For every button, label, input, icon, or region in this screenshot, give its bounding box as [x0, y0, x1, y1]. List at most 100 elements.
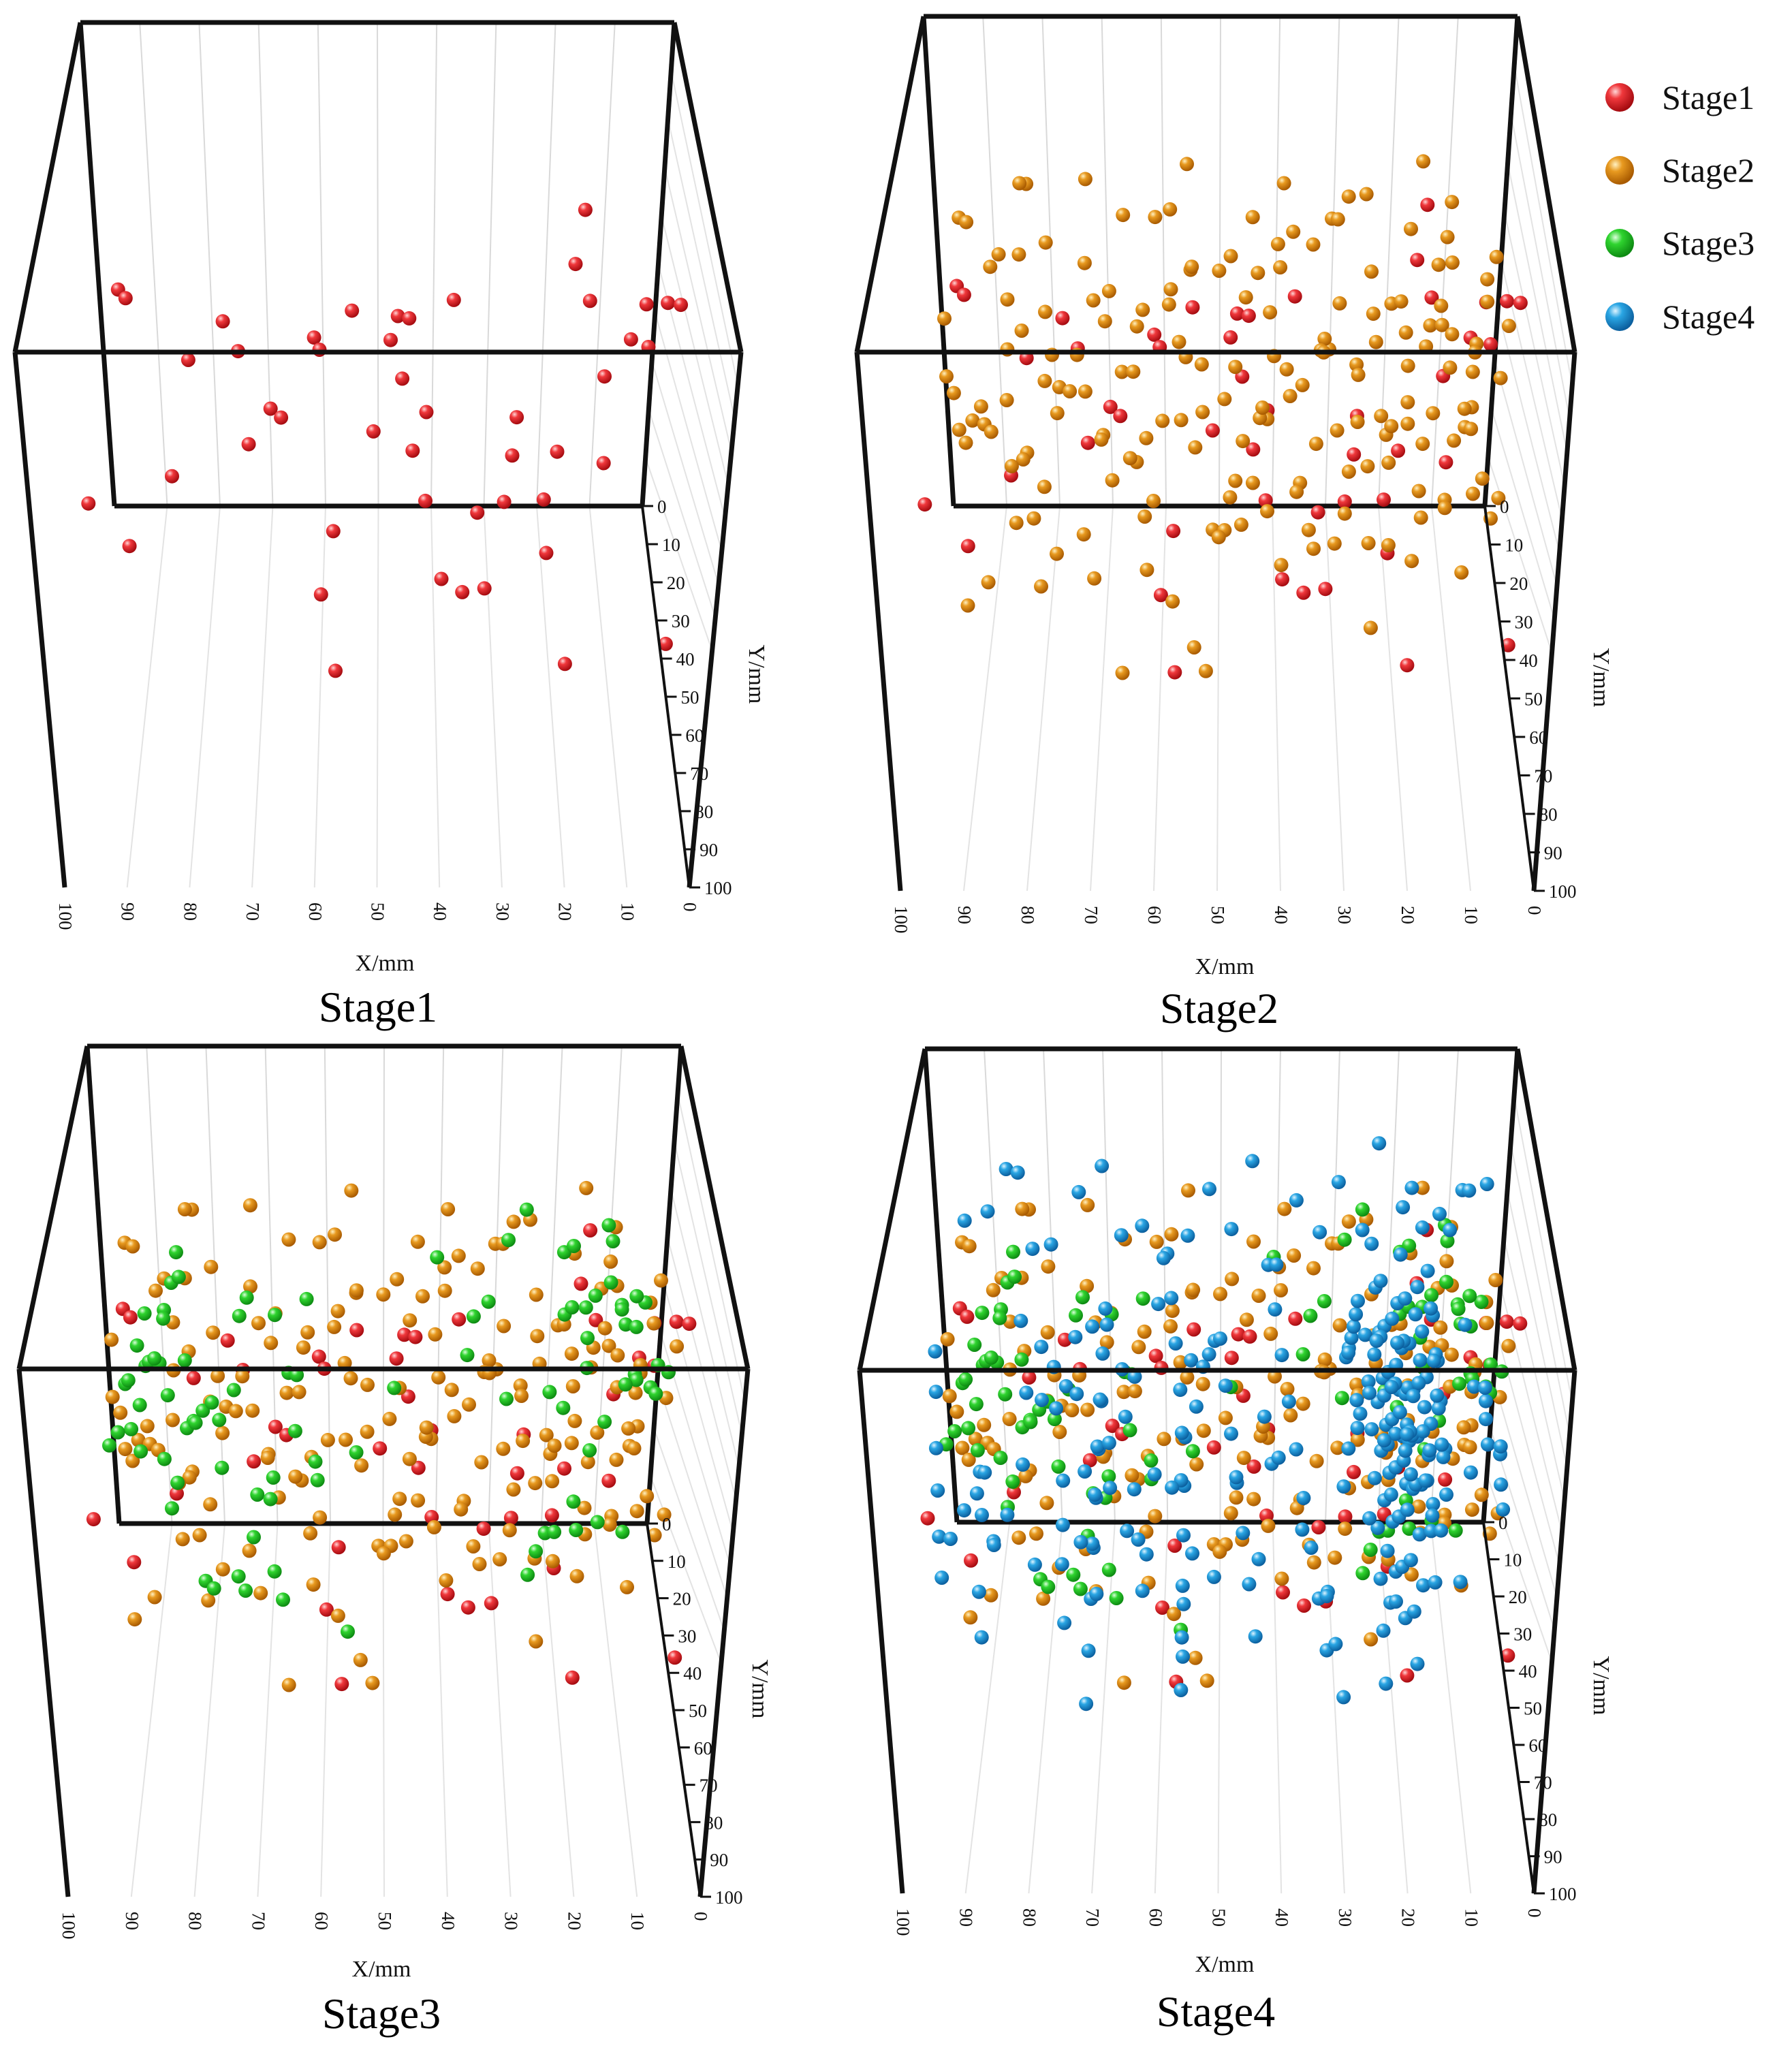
panel-stage4-point-stage2-11 — [1036, 1591, 1051, 1606]
panel-stage4-point-stage4-248 — [1389, 1594, 1403, 1609]
panel-stage4-point-stage4-54 — [1168, 1336, 1183, 1351]
panel-stage4-point-stage4-212 — [1202, 1182, 1216, 1197]
panel-stage3-point-stage2-179 — [502, 1523, 517, 1538]
panel-stage4-y-tick-50: 50 — [1524, 1699, 1542, 1719]
panel-stage4-point-stage4-166 — [1408, 1307, 1423, 1322]
panel-stage3-point-stage2-11 — [201, 1593, 216, 1608]
panel-stage2-point-stage2-126 — [1330, 423, 1345, 438]
panel-stage3-point-stage3-55 — [565, 1300, 580, 1314]
panel-stage2-edge-front-left — [854, 351, 903, 892]
panel-stage4-point-stage3-6 — [970, 1442, 985, 1457]
panel-stage4-point-stage4-5 — [934, 1571, 949, 1585]
panel-stage4-point-stage4-194 — [1479, 1412, 1493, 1427]
panel-stage4-point-stage4-133 — [1383, 1487, 1398, 1502]
panel-stage4-point-stage4-55 — [1173, 1383, 1188, 1398]
panel-stage4-point-stage2-116 — [1462, 1440, 1477, 1455]
panel-stage4-point-stage4-252 — [1463, 1465, 1478, 1480]
panel-stage3-point-stage2-57 — [539, 1428, 554, 1442]
panel-stage3-point-stage3-24 — [206, 1581, 221, 1596]
panel-stage1-y-tick-80: 80 — [695, 802, 713, 822]
panel-stage4-x-ticks: 100 90 80 70 60 50 40 30 20 10 0 — [893, 1908, 1545, 1936]
panel-stage4-point-stage4-261 — [1349, 1393, 1364, 1408]
panel-stage3-point-stage3-82 — [618, 1377, 633, 1392]
panel-stage4-point-stage4-19 — [1049, 1401, 1064, 1416]
panel-stage2-wall-gridline-9 — [1487, 456, 1553, 653]
panel-stage4-point-stage4-91 — [1336, 1690, 1351, 1705]
panel-stage4-point-stage2-154 — [1052, 1425, 1067, 1439]
panel-stage2-floor-gridline-2 — [1026, 505, 1060, 892]
panel-stage4-point-stage4-226 — [1462, 1183, 1477, 1198]
panel-stage2-point-stage2-21 — [1115, 665, 1130, 680]
panel-stage4-point-stage4-36 — [1103, 1481, 1118, 1496]
panel-stage4-wall-gridline-1 — [1513, 1096, 1573, 1403]
panel-stage3-gridline-v8 — [541, 1045, 563, 1524]
panel-stage4-point-stage2-119 — [1065, 1403, 1080, 1417]
panel-stage3-point-stage2-133 — [206, 1325, 221, 1340]
panel-stage2-point-stage1-32 — [1410, 253, 1425, 268]
panel-stage2-point-stage2-84 — [1101, 283, 1116, 298]
panel-stage3-point-stage3-89 — [629, 1289, 644, 1304]
panel-stage2-point-stage1-12 — [1185, 300, 1200, 315]
panel-stage3-point-stage2-94 — [564, 1436, 579, 1451]
panel-stage4-point-stage4-242 — [1251, 1551, 1266, 1566]
panel-stage3-point-stage3-81 — [597, 1415, 612, 1430]
panel-stage4-point-stage2-153 — [961, 1452, 976, 1467]
panel-stage2-point-stage2-117 — [1493, 370, 1508, 385]
panel-stage2-point-stage2-173 — [1037, 373, 1052, 388]
panel-stage1-point-stage1-26 — [509, 410, 524, 425]
panel-stage4-point-stage3-25 — [1069, 1308, 1083, 1323]
panel-stage2-point-stage2-124 — [1263, 305, 1278, 320]
panel-stage3-point-stage3-67 — [629, 1372, 644, 1387]
panel-stage2-point-stage2-32 — [1198, 663, 1213, 678]
panel-stage2-point-stage2-26 — [1161, 297, 1176, 312]
panel-stage1-floor-gridline-5 — [376, 505, 379, 888]
panel-stage1-point-stage1-18 — [418, 493, 433, 508]
panel-stage4-point-stage4-37 — [1098, 1301, 1113, 1316]
panel-stage2-point-stage2-104 — [1086, 293, 1101, 308]
panel-stage2-point-stage1-8 — [1147, 327, 1162, 342]
panel-stage2-point-stage2-178 — [1276, 176, 1291, 191]
panel-stage4-point-stage1-10 — [1155, 1600, 1169, 1615]
panel-stage4-x-tick-60: 60 — [1146, 1908, 1166, 1927]
panel-stage4-point-stage1-42 — [1022, 1370, 1037, 1385]
panel-stage4-point-stage1-15 — [1231, 1327, 1246, 1342]
panel-stage1-point-stage1-42 — [180, 353, 195, 367]
panel-stage1-point-stage1-31 — [597, 369, 612, 384]
legend-item-stage2: Stage2 — [1605, 151, 1755, 189]
panel-stage2-point-stage2-69 — [1454, 565, 1469, 580]
panel-stage2-point-stage2-37 — [1236, 434, 1251, 449]
panel-stage4-point-stage4-118 — [1380, 1543, 1395, 1558]
panel-stage4-point-stage4-76 — [1242, 1577, 1257, 1592]
panel-stage2-point-stage2-180 — [1368, 334, 1383, 349]
panel-stage2-point-stage2-119 — [1063, 384, 1078, 398]
panel-stage4-point-stage4-106 — [1364, 1236, 1379, 1251]
panel-stage3-point-stage2-122 — [360, 1377, 375, 1392]
panel-stage3-point-stage2-44 — [447, 1408, 462, 1423]
panel-stage4-point-stage4-45 — [1118, 1409, 1133, 1424]
panel-stage3-point-stage3-28 — [238, 1583, 253, 1598]
panel-stage4-y-tick-30: 30 — [1513, 1624, 1532, 1645]
panel-stage4-point-stage4-17 — [1035, 1393, 1049, 1407]
panel-stage3-point-stage2-156 — [343, 1371, 358, 1386]
panel-stage4-point-stage4-196 — [1478, 1393, 1493, 1408]
panel-stage4-point-stage4-176 — [1415, 1220, 1430, 1235]
panel-stage2-point-stage1-45 — [1377, 492, 1391, 507]
panel-stage4-point-stage4-265 — [1369, 1334, 1384, 1349]
panel-stage3-point-stage3-16 — [171, 1270, 186, 1284]
panel-stage3-x-tick-60: 60 — [311, 1912, 332, 1930]
panel-stage3-floor-gridline-9 — [593, 1523, 638, 1897]
panel-stage4-point-stage4-50 — [1147, 1467, 1162, 1482]
panel-stage4-point-stage4-184 — [1426, 1353, 1441, 1368]
panel-stage2-point-stage2-30 — [1188, 440, 1203, 455]
panel-stage2-point-stage2-39 — [1251, 266, 1266, 281]
panel-stage3-point-stage1-47 — [408, 1329, 423, 1344]
panel-stage2-point-stage2-157 — [1255, 400, 1270, 415]
panel-stage2-point-stage2-105 — [1139, 563, 1154, 578]
panel-stage2-point-stage2-82 — [1037, 479, 1052, 494]
panel-stage2-x-tick-0: 0 — [1524, 906, 1545, 915]
panel-stage4-point-stage4-100 — [1364, 1422, 1379, 1437]
panel-stage4-point-stage3-75 — [1005, 1474, 1020, 1489]
panel-stage2-x-tick-60: 60 — [1144, 906, 1165, 924]
panel-stage3-edge-left-top — [16, 1045, 90, 1370]
panel-stage1-y-tick-70: 70 — [690, 763, 708, 784]
